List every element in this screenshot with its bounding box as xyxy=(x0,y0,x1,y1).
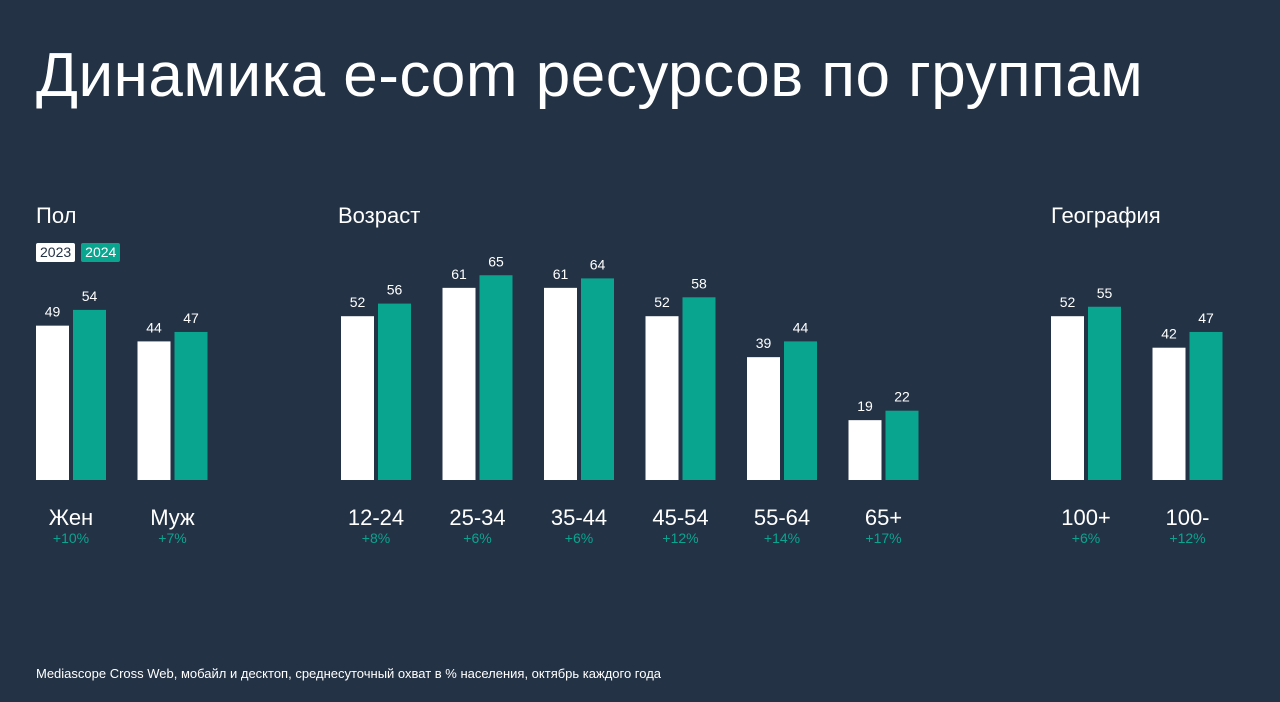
growth-label: +6% xyxy=(463,530,491,546)
category-label: 65+ xyxy=(865,505,902,530)
bar-2024-55-64 xyxy=(784,341,817,480)
bar-2023-12-24 xyxy=(341,316,374,480)
bar-2024-45-54 xyxy=(682,297,716,480)
bar-2023-100- xyxy=(1152,347,1186,480)
category-label: Муж xyxy=(150,505,195,530)
category-label: 35-44 xyxy=(551,505,607,530)
category-label: 55-64 xyxy=(754,505,810,530)
chart-legend: 2023 2024 xyxy=(36,243,121,262)
data-label: 55 xyxy=(1097,285,1113,301)
bar-2023-55-64 xyxy=(747,357,780,480)
data-label: 52 xyxy=(654,294,670,310)
group-label-geography: География xyxy=(1051,203,1161,228)
data-label: 42 xyxy=(1161,326,1177,342)
growth-label: +7% xyxy=(158,530,186,546)
growth-label: +14% xyxy=(764,530,800,546)
growth-label: +12% xyxy=(662,530,698,546)
legend-2024: 2024 xyxy=(81,243,121,262)
legend-2023: 2023 xyxy=(36,243,76,262)
data-label: 61 xyxy=(553,266,569,282)
group-label-gender: Пол xyxy=(36,203,77,228)
data-label: 47 xyxy=(183,310,199,326)
category-label: 100- xyxy=(1165,505,1209,530)
data-label: 54 xyxy=(82,288,98,304)
bar-2023-35-44 xyxy=(544,287,577,480)
data-label: 22 xyxy=(894,389,910,405)
data-label: 64 xyxy=(590,256,606,272)
category-label: Жен xyxy=(49,505,93,530)
bar-2024-25-34 xyxy=(479,275,513,480)
page-title: Динамика e-com ресурсов по группам xyxy=(36,41,1144,110)
growth-label: +8% xyxy=(362,530,390,546)
category-label: 12-24 xyxy=(348,505,404,530)
bar-2023-Муж xyxy=(137,341,171,480)
bar-2024-12-24 xyxy=(378,303,411,480)
data-label: 52 xyxy=(350,294,366,310)
data-label: 49 xyxy=(45,304,61,320)
data-label: 56 xyxy=(387,282,403,298)
growth-label: +6% xyxy=(1072,530,1100,546)
data-label: 39 xyxy=(756,335,772,351)
footnote: Mediascope Cross Web, мобайл и десктоп, … xyxy=(36,666,662,681)
bar-2024-Жен xyxy=(73,309,106,480)
bar-2023-Жен xyxy=(36,325,69,480)
data-label: 65 xyxy=(488,253,504,269)
bar-2023-100+ xyxy=(1051,316,1084,480)
data-label: 47 xyxy=(1198,310,1214,326)
bar-2024-65+ xyxy=(885,410,919,480)
bar-2024-100+ xyxy=(1088,306,1121,480)
bar-2024-Муж xyxy=(174,331,208,480)
data-label: 52 xyxy=(1060,294,1076,310)
group-label-age: Возраст xyxy=(338,203,421,228)
category-label: 45-54 xyxy=(652,505,708,530)
data-label: 44 xyxy=(146,319,162,335)
bar-2024-35-44 xyxy=(581,278,614,480)
category-label: 100+ xyxy=(1061,505,1111,530)
bar-2023-65+ xyxy=(848,420,882,480)
data-label: 19 xyxy=(857,398,873,414)
bar-2024-100- xyxy=(1189,331,1223,480)
data-label: 58 xyxy=(691,275,707,291)
bar-2023-25-34 xyxy=(442,287,476,480)
growth-label: +17% xyxy=(865,530,901,546)
data-label: 44 xyxy=(793,319,809,335)
bar-2023-45-54 xyxy=(645,316,679,480)
category-label: 25-34 xyxy=(449,505,505,530)
growth-label: +10% xyxy=(53,530,89,546)
growth-label: +12% xyxy=(1169,530,1205,546)
growth-label: +6% xyxy=(565,530,593,546)
data-label: 61 xyxy=(451,266,467,282)
